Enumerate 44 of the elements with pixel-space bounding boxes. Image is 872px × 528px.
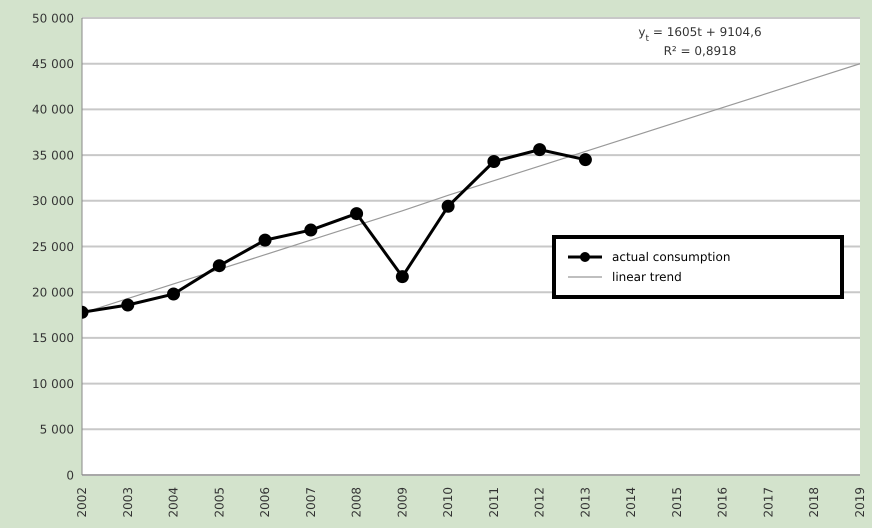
annotation: R² = 0,8918 bbox=[664, 44, 736, 58]
x-tick-label: 2008 bbox=[350, 487, 364, 518]
point bbox=[396, 270, 409, 284]
y-tick-label: 20 000 bbox=[32, 285, 74, 300]
x-tick-label: 2003 bbox=[120, 487, 135, 518]
x-tick-label: 2019 bbox=[853, 487, 867, 518]
point bbox=[121, 298, 134, 312]
x-tick-label: 2015 bbox=[670, 487, 684, 518]
x-tick-label: 2007 bbox=[304, 487, 318, 518]
y-tick-label: 0 bbox=[66, 468, 74, 482]
x-tick-label: 2013 bbox=[578, 487, 592, 518]
point bbox=[578, 153, 592, 166]
x-tick-label: 2012 bbox=[532, 487, 547, 518]
point bbox=[487, 155, 500, 168]
annotation: y$_{t}$ = 1605t + 9104,6 bbox=[638, 25, 762, 44]
x-tick-label: 2014 bbox=[624, 487, 638, 518]
x-tick-label: 2011 bbox=[486, 487, 501, 518]
x-tick-label: 2018 bbox=[807, 487, 822, 518]
x-tick-label: 2016 bbox=[716, 487, 730, 518]
point bbox=[442, 200, 455, 213]
x-tick-label: 2017 bbox=[761, 487, 776, 518]
point bbox=[304, 224, 318, 237]
legend-label: linear trend bbox=[612, 270, 682, 284]
point bbox=[533, 143, 546, 156]
y-tick-label: 10 000 bbox=[32, 376, 74, 391]
x-tick-label: 2009 bbox=[395, 487, 410, 518]
x-tick-label: 2010 bbox=[441, 487, 456, 518]
y-tick-label: 25 000 bbox=[32, 240, 74, 254]
legend-label: actual consumption bbox=[612, 250, 730, 264]
point bbox=[350, 207, 364, 220]
y-tick-label: 15 000 bbox=[32, 331, 74, 346]
x-tick-label: 2002 bbox=[75, 487, 89, 518]
point bbox=[258, 234, 272, 247]
y-tick-label: 40 000 bbox=[32, 102, 74, 117]
x-tick-label: 2006 bbox=[258, 487, 272, 518]
point bbox=[167, 288, 180, 301]
x-tick-label: 2005 bbox=[212, 487, 226, 518]
y-tick-label: 30 000 bbox=[32, 194, 74, 208]
y-tick-label: 5 000 bbox=[40, 422, 74, 437]
y-tick-label: 50 000 bbox=[32, 11, 74, 26]
x-tick-label: 2004 bbox=[166, 487, 181, 518]
y-tick-label: 35 000 bbox=[32, 148, 74, 162]
y-tick-label: 45 000 bbox=[32, 56, 74, 71]
point bbox=[212, 259, 226, 272]
